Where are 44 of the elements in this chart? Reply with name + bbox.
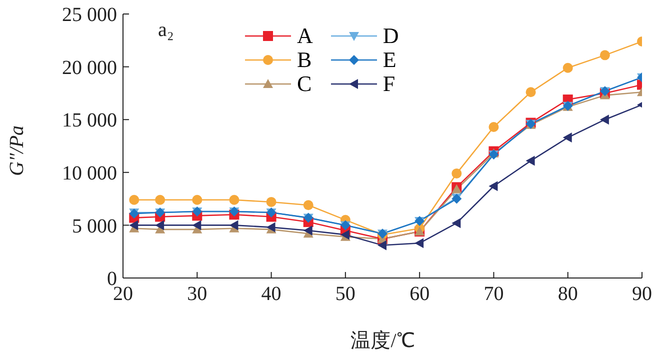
point	[378, 240, 386, 250]
point	[562, 62, 573, 73]
point	[129, 220, 138, 230]
x-axis-title: 温度/℃	[350, 330, 414, 352]
legend-label: E	[382, 47, 396, 73]
point	[600, 114, 609, 125]
x-tick-label: 30	[187, 283, 208, 306]
point	[229, 220, 238, 230]
annotation: a₂	[158, 19, 174, 41]
point	[303, 225, 312, 236]
point	[303, 200, 314, 210]
x-tick-label: 70	[484, 283, 504, 306]
y-tick-label: 15 000	[62, 110, 117, 132]
point	[452, 218, 461, 228]
x-tick-label: 80	[558, 283, 578, 306]
legend-label: D	[382, 23, 399, 49]
y-axis-title: G″/Pa	[6, 125, 28, 176]
point	[452, 168, 462, 178]
point	[192, 220, 202, 230]
point	[488, 122, 499, 132]
point	[526, 156, 535, 166]
x-tick-label: 40	[261, 283, 282, 306]
legend-label: B	[297, 47, 312, 73]
y-tick-label: 10 000	[62, 162, 117, 184]
y-tick-label: 25 000	[62, 4, 117, 26]
legend-label: A	[297, 23, 313, 49]
point	[229, 194, 240, 205]
y-tick-label: 5 000	[72, 215, 117, 238]
y-tick-label: 20 000	[62, 56, 117, 79]
x-tick-label: 60	[410, 283, 430, 306]
x-tick-label: 90	[632, 283, 652, 306]
legend-label: F	[382, 71, 396, 97]
point	[155, 194, 166, 205]
point	[562, 132, 572, 143]
point	[192, 194, 202, 205]
x-tick-label: 50	[335, 283, 356, 306]
point	[129, 194, 140, 205]
point	[155, 220, 164, 230]
legend-label: C	[297, 71, 312, 97]
point	[266, 196, 276, 207]
point	[526, 87, 536, 98]
point	[600, 50, 610, 60]
point	[488, 181, 498, 192]
point	[414, 238, 424, 248]
